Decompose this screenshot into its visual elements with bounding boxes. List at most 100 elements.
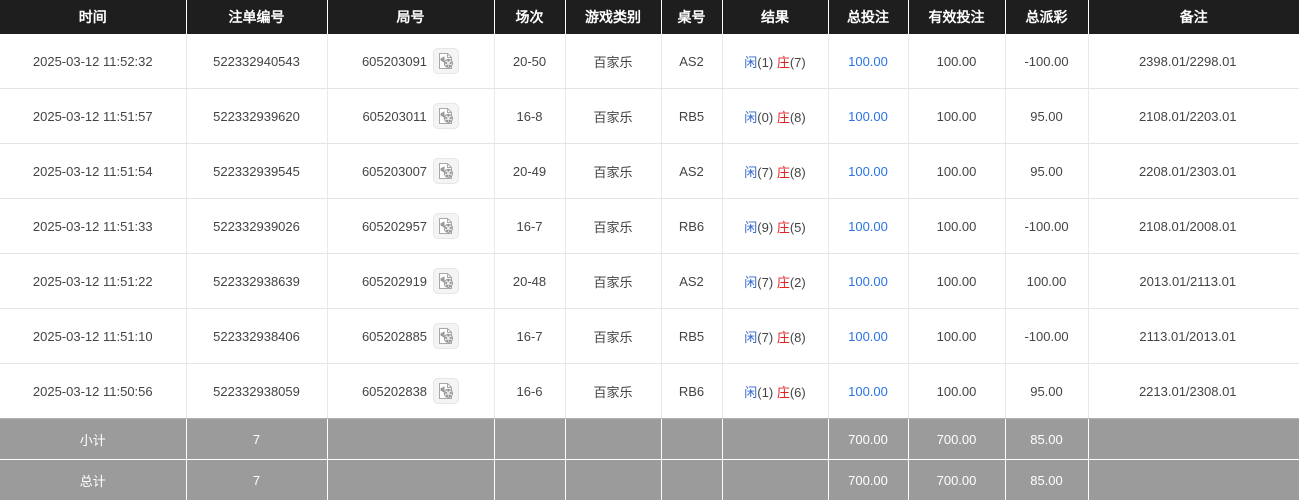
video-replay-icon[interactable]: [433, 103, 459, 129]
cell-result: 闲(0) 庄(8): [722, 89, 828, 144]
total-bet-link[interactable]: 100.00: [848, 164, 888, 179]
cell-valid-bet: 100.00: [908, 144, 1005, 199]
total-bet-link[interactable]: 100.00: [848, 109, 888, 124]
col-header-valid-bet[interactable]: 有效投注: [908, 0, 1005, 34]
footer-count: 7: [186, 460, 327, 500]
round-no-text: 605202919: [362, 274, 427, 289]
footer-valid-bet: 700.00: [908, 460, 1005, 500]
result-player-label: 闲: [744, 385, 757, 400]
cell-valid-bet: 100.00: [908, 34, 1005, 89]
cell-time: 2025-03-12 11:51:22: [0, 254, 186, 309]
cell-order-no: 522332939545: [186, 144, 327, 199]
cell-round-no: 605202838: [327, 364, 494, 419]
footer-blank-remark: [1088, 419, 1299, 460]
col-header-result[interactable]: 结果: [722, 0, 828, 34]
cell-time: 2025-03-12 11:51:10: [0, 309, 186, 364]
cell-round-no: 605202957: [327, 199, 494, 254]
cell-result: 闲(7) 庄(2): [722, 254, 828, 309]
video-replay-icon[interactable]: [433, 378, 459, 404]
video-replay-icon[interactable]: [433, 268, 459, 294]
result-banker-label: 庄: [777, 55, 790, 70]
col-header-round-no[interactable]: 局号: [327, 0, 494, 34]
col-header-time[interactable]: 时间: [0, 0, 186, 34]
cell-order-no: 522332939026: [186, 199, 327, 254]
total-bet-link[interactable]: 100.00: [848, 219, 888, 234]
cell-total-payout: -100.00: [1005, 309, 1088, 364]
video-replay-icon[interactable]: [433, 48, 459, 74]
footer-blank-table-no: [661, 419, 722, 460]
cell-time: 2025-03-12 11:51:33: [0, 199, 186, 254]
col-header-game-type[interactable]: 游戏类别: [565, 0, 661, 34]
cell-round-no: 605202885: [327, 309, 494, 364]
cell-session: 20-48: [494, 254, 565, 309]
footer-blank-session: [494, 419, 565, 460]
cell-valid-bet: 100.00: [908, 364, 1005, 419]
cell-order-no: 522332938406: [186, 309, 327, 364]
cell-session: 16-8: [494, 89, 565, 144]
cell-session: 16-7: [494, 199, 565, 254]
total-bet-link[interactable]: 100.00: [848, 384, 888, 399]
cell-order-no: 522332939620: [186, 89, 327, 144]
result-player-label: 闲: [744, 275, 757, 290]
result-player-value: (0): [757, 110, 773, 125]
cell-total-bet: 100.00: [828, 254, 908, 309]
total-bet-link[interactable]: 100.00: [848, 54, 888, 69]
result-banker-label: 庄: [777, 275, 790, 290]
result-player-value: (1): [757, 55, 773, 70]
cell-table-no: AS2: [661, 34, 722, 89]
cell-remark: 2108.01/2008.01: [1088, 199, 1299, 254]
round-no-text: 605203011: [362, 109, 426, 124]
cell-round-no: 605203011: [327, 89, 494, 144]
result-banker-label: 庄: [777, 330, 790, 345]
col-header-remark[interactable]: 备注: [1088, 0, 1299, 34]
cell-round-no: 605203091: [327, 34, 494, 89]
result-banker-value: (8): [790, 165, 806, 180]
cell-game-type: 百家乐: [565, 144, 661, 199]
col-header-table-no[interactable]: 桌号: [661, 0, 722, 34]
result-player-value: (9): [757, 220, 773, 235]
col-header-session[interactable]: 场次: [494, 0, 565, 34]
video-replay-icon[interactable]: [433, 323, 459, 349]
cell-total-payout: -100.00: [1005, 34, 1088, 89]
cell-table-no: AS2: [661, 144, 722, 199]
col-header-order-no[interactable]: 注单编号: [186, 0, 327, 34]
result-banker-label: 庄: [777, 220, 790, 235]
result-player-label: 闲: [744, 220, 757, 235]
cell-result: 闲(1) 庄(6): [722, 364, 828, 419]
result-banker-value: (5): [790, 220, 806, 235]
cell-total-bet: 100.00: [828, 364, 908, 419]
cell-order-no: 522332940543: [186, 34, 327, 89]
col-header-total-payout[interactable]: 总派彩: [1005, 0, 1088, 34]
result-player-value: (7): [757, 165, 773, 180]
cell-session: 16-6: [494, 364, 565, 419]
total-bet-link[interactable]: 100.00: [848, 274, 888, 289]
total-bet-link[interactable]: 100.00: [848, 329, 888, 344]
cell-time: 2025-03-12 11:50:56: [0, 364, 186, 419]
cell-session: 16-7: [494, 309, 565, 364]
result-player-value: (1): [757, 385, 773, 400]
result-banker-value: (2): [790, 275, 806, 290]
cell-total-bet: 100.00: [828, 199, 908, 254]
cell-result: 闲(9) 庄(5): [722, 199, 828, 254]
footer-blank-round: [327, 460, 494, 500]
result-player-label: 闲: [744, 330, 757, 345]
result-banker-value: (6): [790, 385, 806, 400]
video-replay-icon[interactable]: [433, 213, 459, 239]
col-header-total-bet[interactable]: 总投注: [828, 0, 908, 34]
cell-total-payout: 95.00: [1005, 89, 1088, 144]
cell-remark: 2108.01/2203.01: [1088, 89, 1299, 144]
cell-total-payout: 95.00: [1005, 144, 1088, 199]
cell-remark: 2113.01/2013.01: [1088, 309, 1299, 364]
round-no-text: 605203091: [362, 54, 427, 69]
footer-blank-game-type: [565, 460, 661, 500]
result-player-label: 闲: [744, 55, 757, 70]
video-replay-icon[interactable]: [433, 158, 459, 184]
cell-game-type: 百家乐: [565, 254, 661, 309]
